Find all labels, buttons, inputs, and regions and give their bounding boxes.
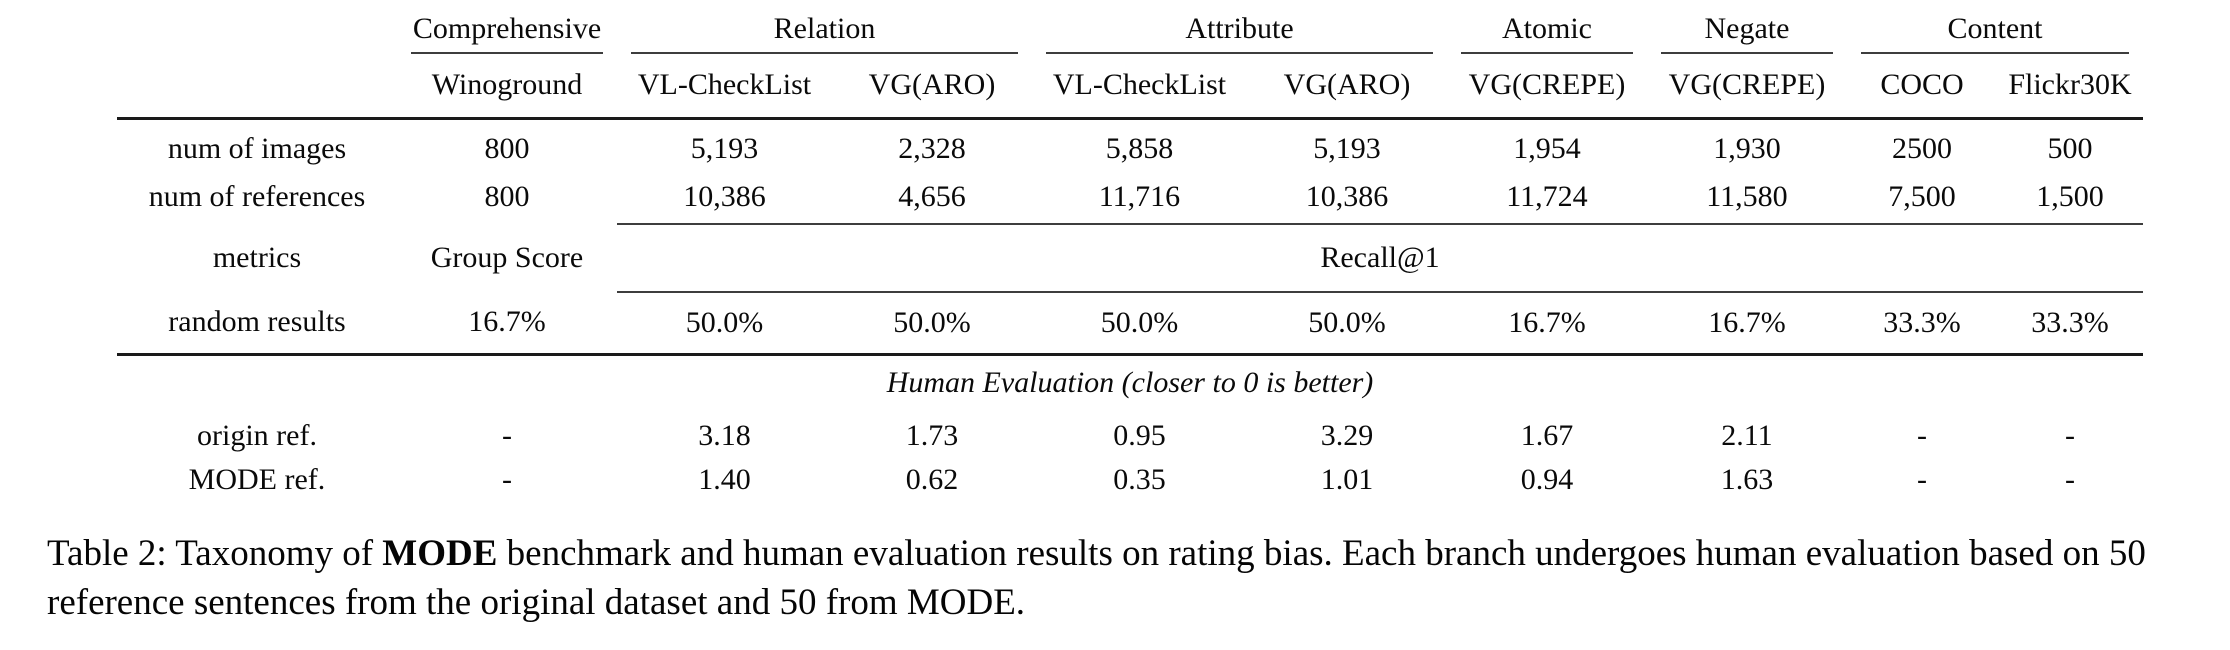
group-header-relation: Relation [617,4,1032,54]
sub-header-vgcrepe-negate: VG(CREPE) [1647,54,1847,120]
table-cell: 33.3% [1847,292,1997,356]
sub-header-vlchecklist-attribute: VL-CheckList [1032,54,1247,120]
table-cell-group-score: Group Score [430,241,584,274]
table-cell: 1,930 [1713,131,1781,165]
table-cell: 10,386 [617,170,832,225]
table-cell: 0.35 [1113,463,1166,496]
human-eval-heading-row: Human Evaluation (closer to 0 is better) [117,354,2143,410]
table-cell: 7,500 [1847,170,1997,225]
table-cell: - [2065,463,2075,496]
table-cell: 11,580 [1647,170,1847,225]
sub-header-vgcrepe-atomic: VG(CREPE) [1447,54,1647,120]
group-header-negate: Negate [1647,4,1847,54]
table-cell: 3.18 [698,419,751,452]
row-label: origin ref. [197,419,317,452]
table-cell: 50.0% [832,292,1032,356]
group-header-comprehensive: Comprehensive [397,4,617,54]
table-row-mode-ref: MODE ref. - 1.40 0.62 0.35 1.01 0.94 1.6… [117,456,2143,504]
benchmark-table: Comprehensive Relation Attribute Atomic … [117,4,2143,504]
table-cell: 16.7% [1647,292,1847,356]
table-cell: - [502,463,512,496]
caption-suffix: benchmark and human evaluation results o… [47,533,2146,623]
table-cell: 4,656 [832,170,1032,225]
group-header-attribute: Attribute [1032,4,1447,54]
human-eval-heading: Human Evaluation (closer to 0 is better) [886,365,1374,399]
sub-header-flickr30k: Flickr30K [1997,54,2143,120]
sub-header-vgaro-relation: VG(ARO) [832,54,1032,120]
table-cell: - [1917,463,1927,496]
table-cell: 11,716 [1032,170,1247,225]
empty-cell [117,4,397,54]
sub-header-vlchecklist-relation: VL-CheckList [617,54,832,120]
table-cell: 1.67 [1520,419,1574,452]
table-cell: 16.7% [397,292,617,356]
row-label: metrics [212,241,302,274]
table-cell: 2500 [1892,131,1952,165]
table-cell: - [2065,419,2075,452]
table-cell: 33.3% [1997,292,2143,356]
group-header-row: Comprehensive Relation Attribute Atomic … [117,4,2143,54]
table-cell: 1.63 [1720,463,1774,496]
table-cell: 2,328 [898,131,966,165]
sub-header-winoground: Winoground [397,54,617,120]
dataset-header-row: Winoground VL-CheckList VG(ARO) VL-Check… [117,54,2143,120]
table-row-origin-ref: origin ref. - 3.18 1.73 0.95 3.29 1.67 2… [117,410,2143,456]
table-cell: 10,386 [1247,170,1447,225]
row-label: MODE ref. [188,463,326,496]
table-cell: 800 [484,180,530,213]
table-cell: 0.62 [905,463,959,496]
table-cell: 0.94 [1520,463,1574,496]
table-cell: 5,193 [690,131,759,165]
table-cell: 2.11 [1721,419,1773,452]
caption-prefix: Table 2: Taxonomy of [47,533,383,574]
table-cell-recall: Recall@1 [617,224,2143,293]
table-cell: 5,193 [1313,131,1381,165]
row-label: num of images [167,131,347,165]
table-cell: 50.0% [617,292,832,356]
row-label: random results [117,292,397,356]
sub-header-vgaro-attribute: VG(ARO) [1247,54,1447,120]
table-cell: 3.29 [1320,419,1374,452]
table-caption: Table 2: Taxonomy of MODE benchmark and … [47,530,2187,628]
table-row-metrics: metrics Group Score Recall@1 [117,224,2143,293]
table-cell: 1,500 [1997,170,2143,225]
table-cell: - [502,419,512,452]
table-cell: 50.0% [1247,292,1447,356]
table-cell: 800 [484,131,530,165]
table-cell: 5,858 [1105,131,1174,165]
table-cell: 0.95 [1113,419,1166,452]
table-cell: 1.40 [698,463,751,496]
sub-header-coco: COCO [1847,54,1997,120]
group-header-atomic: Atomic [1447,4,1647,54]
table-cell: 1.73 [905,419,959,452]
group-header-content: Content [1847,4,2143,54]
table-cell: 1.01 [1320,463,1374,496]
table-cell: 11,724 [1447,170,1647,225]
table-row-num-references: num of references 800 10,386 4,656 11,71… [117,170,2143,225]
row-label: num of references [148,180,366,213]
table-cell: 50.0% [1032,292,1247,356]
table-cell: - [1917,419,1927,452]
table-cell: 500 [2047,131,2093,165]
empty-cell [117,54,397,120]
caption-bold-mode: MODE [382,533,498,574]
table-row-num-images: num of images 800 5,193 2,328 5,858 5,19… [117,118,2143,170]
table-cell: 16.7% [1447,292,1647,356]
table-cell: 1,954 [1513,131,1581,165]
table-row-random-results: random results 16.7% 50.0% 50.0% 50.0% 5… [117,292,2143,356]
